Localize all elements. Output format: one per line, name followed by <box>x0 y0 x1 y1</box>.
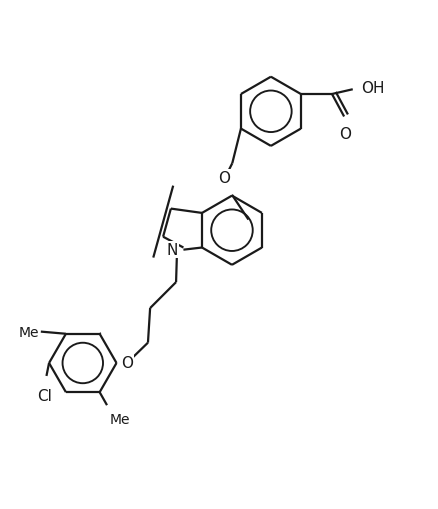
Text: Cl: Cl <box>37 388 52 403</box>
Text: O: O <box>121 355 133 370</box>
Text: O: O <box>219 170 230 185</box>
Text: Me: Me <box>109 412 130 426</box>
Text: O: O <box>339 127 351 142</box>
Text: Me: Me <box>18 325 39 339</box>
Text: N: N <box>167 243 178 258</box>
Text: OH: OH <box>361 80 385 95</box>
